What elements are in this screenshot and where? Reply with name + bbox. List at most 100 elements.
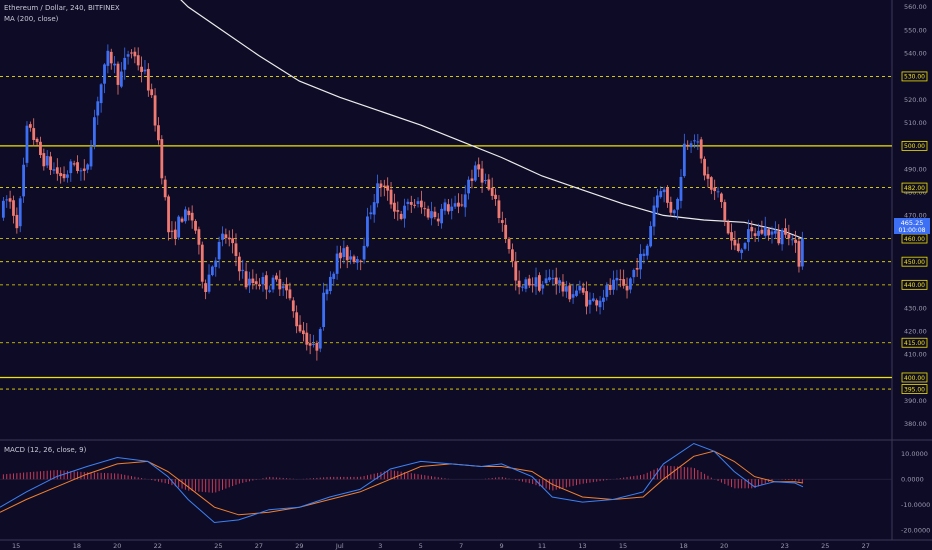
- candle-body-60: [204, 283, 208, 292]
- candle-body-187: [632, 269, 636, 278]
- candle-body-131: [443, 202, 447, 211]
- candle-body-137: [463, 194, 467, 208]
- time-tick-label: 20: [720, 542, 728, 550]
- candle-body-113: [382, 185, 386, 188]
- candle-body-181: [612, 279, 615, 290]
- macd-indicator-label[interactable]: MACD (12, 26, close, 9): [4, 446, 87, 454]
- candle-body-98: [332, 273, 336, 279]
- current-price-value: 465.25: [901, 219, 924, 227]
- candle-body-27: [92, 117, 96, 146]
- horizontal-levels: [0, 76, 892, 390]
- level-label-440.00: 440.00: [904, 282, 925, 289]
- candle-body-126: [426, 208, 430, 218]
- time-tick-label: 29: [295, 542, 303, 550]
- level-tag-460.00: [901, 233, 928, 244]
- candle-body-172: [581, 287, 585, 293]
- candle-body-104: [352, 256, 356, 263]
- candle-body-3: [12, 200, 15, 216]
- candle-body-24: [82, 168, 86, 171]
- candle-body-52: [177, 216, 181, 238]
- candle-body-149: [504, 224, 508, 238]
- candle-body-51: [173, 229, 177, 239]
- candle-body-11: [39, 141, 42, 156]
- macd-axis: 10.0000 0.0000 -10.0000 -20.0000: [901, 450, 930, 534]
- candle-body-5: [18, 198, 22, 227]
- time-tick-label: 5: [419, 542, 423, 550]
- candle-body-221: [746, 229, 750, 243]
- candle-body-191: [645, 245, 649, 256]
- candle-body-230: [777, 231, 781, 244]
- candle-body-208: [703, 158, 706, 176]
- candle-body-97: [328, 276, 332, 292]
- candle-body-199: [672, 210, 676, 214]
- candle-body-206: [696, 141, 700, 143]
- candle-body-112: [379, 183, 383, 188]
- time-tick-label: 15: [619, 542, 627, 550]
- candle-body-155: [524, 279, 528, 289]
- candle-body-82: [278, 278, 282, 290]
- candle-body-144: [487, 179, 491, 190]
- candle-body-29: [99, 84, 103, 104]
- level-tag-400.00: [901, 372, 928, 383]
- candle-body-209: [706, 174, 710, 179]
- candle-body-235: [794, 239, 797, 243]
- candle-body-67: [227, 237, 231, 240]
- candle-body-151: [511, 249, 514, 262]
- candle-body-106: [359, 260, 363, 262]
- candle-body-226: [763, 227, 767, 236]
- candle-body-65: [221, 233, 224, 240]
- candle-body-72: [244, 271, 248, 288]
- symbol-title[interactable]: Ethereum / Dollar, 240, BITFINEX: [4, 4, 120, 12]
- ma-indicator-label[interactable]: MA (200, close): [4, 15, 59, 23]
- candle-body-101: [342, 248, 346, 257]
- candle-body-49: [167, 196, 170, 233]
- candle-body-205: [693, 140, 696, 142]
- candle-body-143: [484, 180, 487, 182]
- candle-body-107: [362, 245, 366, 260]
- candle-body-123: [416, 201, 420, 204]
- candle-body-152: [514, 261, 518, 281]
- macd-series: [0, 442, 892, 524]
- candle-body-128: [433, 211, 437, 218]
- price-tick-label: 490.00: [904, 165, 927, 173]
- candle-body-215: [726, 221, 730, 234]
- candle-body-115: [389, 189, 393, 205]
- candle-body-217: [733, 239, 737, 246]
- candle-body-134: [453, 203, 457, 207]
- candle-body-220: [743, 243, 747, 249]
- candle-body-169: [571, 294, 575, 298]
- candle-body-79: [268, 290, 272, 292]
- candle-body-20: [69, 161, 73, 174]
- candle-body-87: [295, 312, 299, 327]
- candle-body-204: [689, 143, 693, 148]
- candle-body-154: [521, 286, 524, 288]
- candle-body-86: [291, 300, 295, 312]
- candle-body-54: [184, 209, 187, 222]
- current-price-tag: [894, 218, 930, 234]
- candle-body-30: [103, 64, 106, 84]
- candle-body-53: [180, 218, 184, 222]
- candle-body-12: [42, 153, 46, 167]
- level-tag-415.00: [901, 337, 928, 348]
- candle-body-165: [558, 280, 562, 284]
- candle-body-211: [713, 187, 717, 192]
- level-label-482.00: 482.00: [904, 185, 925, 192]
- candle-body-77: [261, 276, 265, 285]
- candle-body-99: [335, 253, 339, 274]
- candle-body-176: [595, 300, 599, 306]
- candle-body-157: [531, 284, 535, 286]
- level-tag-440.00: [901, 279, 928, 290]
- candle-body-224: [757, 230, 760, 236]
- candle-body-202: [682, 143, 686, 177]
- candle-body-108: [366, 216, 369, 247]
- candle-body-188: [635, 267, 639, 270]
- candle-body-236: [797, 241, 801, 267]
- candle-body-93: [315, 342, 319, 351]
- candle-body-182: [615, 277, 619, 281]
- time-tick-label: 22: [154, 542, 162, 550]
- candle-body-32: [109, 51, 113, 64]
- level-label-530.00: 530.00: [904, 74, 925, 81]
